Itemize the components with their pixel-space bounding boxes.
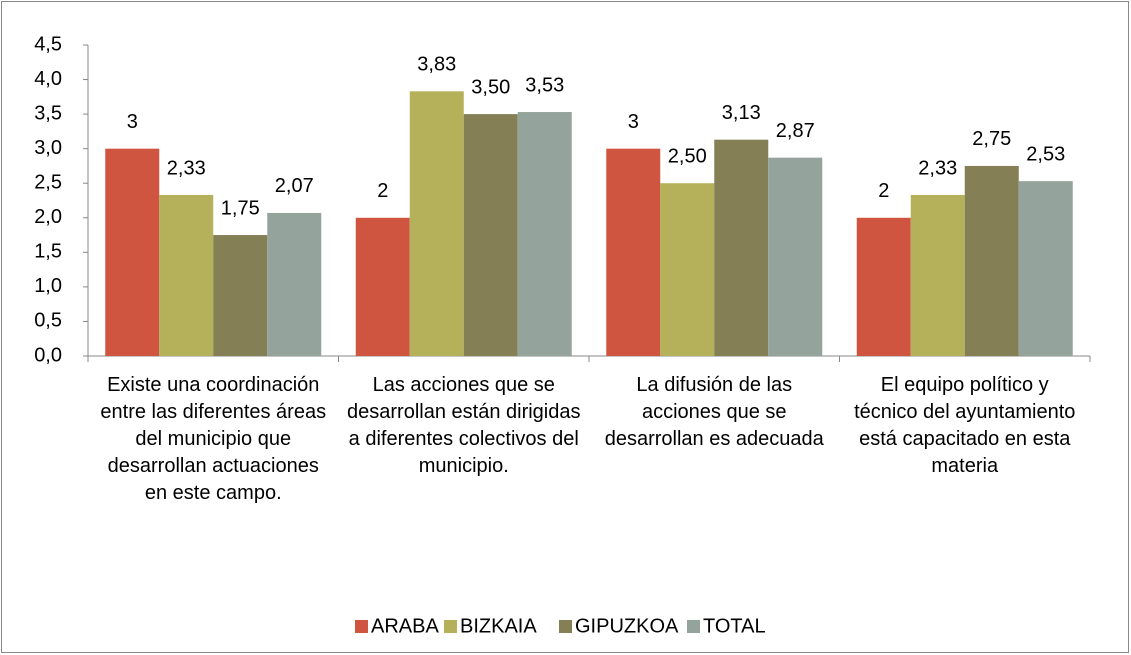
bar	[463, 114, 518, 356]
legend-label: BIZKAIA	[460, 615, 537, 637]
data-label: 2,75	[972, 128, 1011, 150]
x-tick-label: Existe una coordinación entre las difere…	[100, 374, 327, 504]
data-label: 3,50	[471, 76, 510, 98]
bar	[267, 212, 322, 356]
x-tick-label: El equipo político y técnico del ayuntam…	[854, 374, 1076, 477]
data-label: 3,83	[417, 54, 456, 76]
bar	[105, 148, 160, 356]
bar	[910, 194, 965, 356]
bar	[1018, 181, 1073, 356]
bar	[355, 217, 410, 356]
legend-label: TOTAL	[703, 615, 766, 637]
legend-label: ARABA	[371, 615, 439, 637]
data-label: 2,33	[167, 157, 206, 179]
legend-label: GIPUZKOA	[575, 615, 679, 637]
data-label: 3	[628, 111, 639, 133]
data-label: 2,33	[918, 157, 957, 179]
data-label: 2,87	[776, 120, 815, 142]
legend-swatch	[444, 620, 457, 633]
y-tick-label: 1,5	[34, 241, 62, 263]
bar	[768, 157, 823, 356]
bar	[409, 91, 464, 356]
legend-swatch	[687, 620, 700, 633]
bar	[213, 235, 268, 356]
y-tick-label: 2,0	[34, 206, 62, 228]
data-label: 1,75	[221, 197, 260, 219]
legend-swatch	[355, 620, 368, 633]
y-tick-label: 0,0	[34, 344, 62, 366]
x-tick-label: La difusión de las acciones que se desar…	[604, 374, 824, 450]
bar	[159, 194, 214, 356]
data-label: 2,07	[275, 175, 314, 197]
bar	[606, 148, 661, 356]
y-tick-label: 4,0	[34, 68, 62, 90]
bar	[964, 165, 1019, 356]
data-label: 3,53	[525, 74, 564, 96]
legend-swatch	[559, 620, 572, 633]
data-label: 3	[127, 111, 138, 133]
y-tick-label: 3,5	[34, 102, 62, 124]
bar	[714, 139, 769, 356]
y-tick-label: 4,5	[34, 33, 62, 55]
bar	[856, 217, 911, 356]
bar	[517, 112, 572, 356]
data-label: 2	[878, 180, 889, 202]
y-tick-label: 3,0	[34, 137, 62, 159]
data-label: 2	[377, 180, 388, 202]
data-label: 2,53	[1026, 143, 1065, 165]
y-tick-label: 0,5	[34, 310, 62, 332]
data-label: 2,50	[668, 146, 707, 168]
y-tick-label: 1,0	[34, 275, 62, 297]
data-label: 3,13	[722, 102, 761, 124]
y-tick-label: 2,5	[34, 172, 62, 194]
x-tick-label: Las acciones que se desarrollan están di…	[347, 374, 581, 477]
bar	[660, 183, 715, 356]
